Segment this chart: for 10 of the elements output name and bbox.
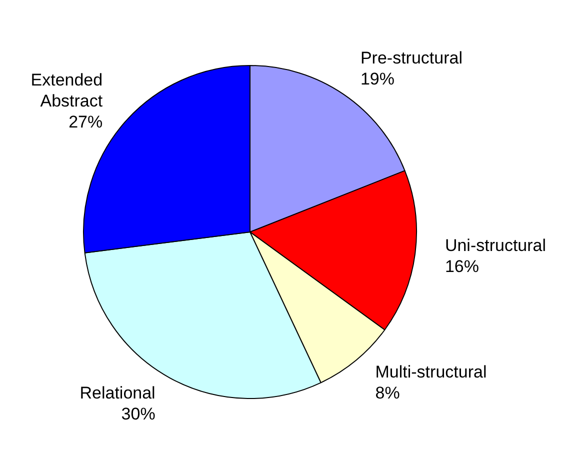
data-label: 19% xyxy=(360,70,394,89)
slice-label: Pre-structural xyxy=(360,48,462,68)
data-label: 30% xyxy=(121,404,156,424)
slice-label: Uni-structural xyxy=(444,236,546,255)
slice-label: Extended Abstract xyxy=(30,70,103,111)
data-label: 8% xyxy=(375,384,400,403)
data-label: 27% xyxy=(68,112,103,132)
slice-label: Multi-structural xyxy=(375,362,487,382)
data-label: 16% xyxy=(444,256,479,276)
slice-label: Relational xyxy=(80,383,156,402)
